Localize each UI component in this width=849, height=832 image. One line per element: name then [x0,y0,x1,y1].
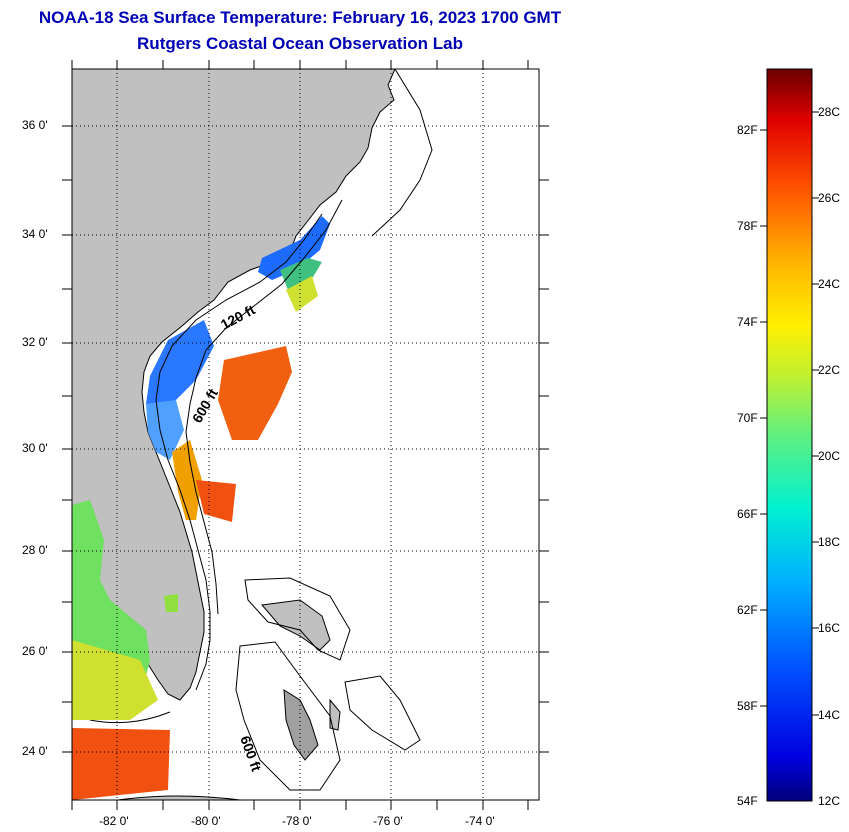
lon-label: -74 0' [465,814,495,828]
sst-patch [286,276,318,312]
bahamas-island [261,599,331,651]
colorbar-ticks [760,111,819,716]
lat-label: 28 0' [22,543,48,557]
bahamas-island [329,698,341,731]
lat-label: 32 0' [22,335,48,349]
colorbar-f-label: 70F [737,411,758,425]
colorbar-f-label: 54F [737,794,758,808]
colorbar-f-label: 62F [737,603,758,617]
sst-patch [72,640,158,720]
colorbar-f-label: 82F [737,123,758,137]
colorbar-f-label: 74F [737,315,758,329]
sst-patch [258,216,330,280]
lat-label: 34 0' [22,227,48,241]
colorbar-c-label: 12C [818,794,841,808]
colorbar-c-label: 26C [818,191,841,205]
sst-patch [72,728,170,800]
bahamas-bank [344,675,421,751]
lon-label: -76 0' [373,814,403,828]
sst-patch [218,346,292,440]
colorbar-c-label: 24C [818,277,841,291]
florida-keys [89,711,171,724]
sst-patch [146,400,184,460]
contour-120ft [155,213,323,691]
lon-label: -78 0' [282,814,312,828]
bahamas-bank [244,577,351,661]
map-ticks [62,60,549,810]
colorbar-c-label: 22C [818,363,841,377]
sst-patch [146,320,214,420]
coastline-detail [371,69,433,237]
lon-label: -82 0' [99,814,129,828]
sst-patch [172,440,202,520]
sst-patch [196,480,236,522]
contour-600ft [185,199,343,615]
lon-label: -80 0' [191,814,221,828]
colorbar [766,68,813,802]
lat-label: 30 0' [22,441,48,455]
colorbar-f-label: 78F [737,219,758,233]
colorbar-f-label: 66F [737,507,758,521]
colorbar-c-label: 28C [818,105,841,119]
lat-label: 36 0' [22,118,48,132]
colorbar-f-label: 58F [737,699,758,713]
colorbar-c-label: 18C [818,535,841,549]
map-subtitle: Rutgers Coastal Ocean Observation Lab [137,34,463,53]
sst-patch [280,258,322,290]
sst-patch [164,594,178,612]
bahamas-island [283,689,319,761]
lat-label: 26 0' [22,644,48,658]
colorbar-c-label: 20C [818,449,841,463]
bahamas-bank [235,641,341,791]
cuba-landmass [115,795,241,800]
colorbar-c-label: 14C [818,708,841,722]
colorbar-c-label: 16C [818,621,841,635]
lat-label: 24 0' [22,744,48,758]
map-title: NOAA-18 Sea Surface Temperature: Februar… [38,8,562,27]
